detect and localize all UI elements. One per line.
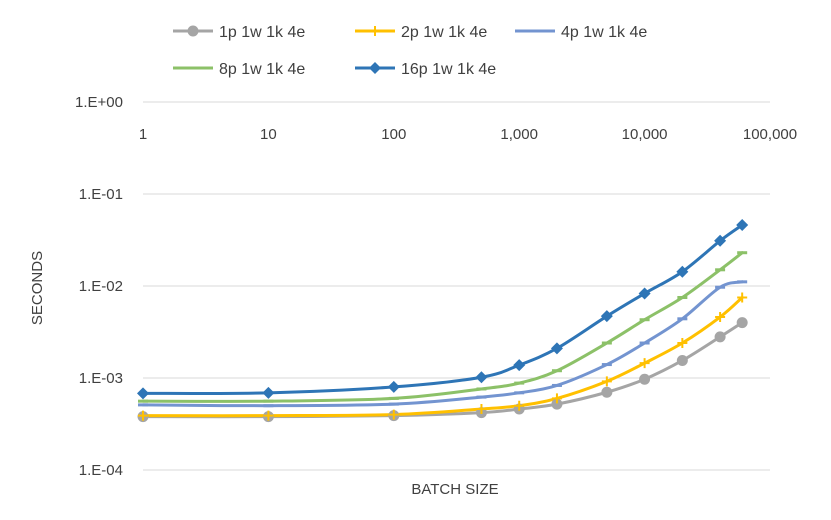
legend-item-4p-1w-1k-4e: 4p 1w 1k 4e	[515, 24, 647, 41]
marker-2p-1w-1k-4e-6	[601, 376, 612, 387]
marker-1p-1w-1k-4e-7	[639, 373, 651, 385]
marker-2p-1w-1k-4e-9	[715, 312, 726, 323]
x-tick-label-3: 1,000	[500, 126, 538, 143]
y-tick-label-0: 1.E+00	[75, 94, 123, 111]
marker-16p-1w-1k-4e-10	[736, 219, 749, 232]
y-axis-title: SECONDS	[29, 251, 46, 325]
legend: 1p 1w 1k 4e 2p 1w 1k 4e 4p 1w 1k 4e 8p 1w 1…	[173, 24, 647, 78]
marker-16p-1w-1k-4e-8	[676, 265, 689, 278]
series-line-8p-1w-1k-4e	[141, 251, 744, 403]
legend-label: 2p 1w 1k 4e	[401, 24, 487, 41]
series-markers	[137, 219, 749, 423]
legend-item-2p-1w-1k-4e: 2p 1w 1k 4e	[355, 24, 487, 41]
legend-swatch-marker	[187, 25, 199, 37]
marker-16p-1w-1k-4e-6	[600, 310, 613, 323]
legend-label: 1p 1w 1k 4e	[219, 24, 305, 41]
marker-16p-1w-1k-4e-7	[638, 287, 651, 300]
marker-16p-1w-1k-4e-9	[714, 234, 727, 247]
marker-16p-1w-1k-4e-5	[550, 342, 563, 355]
x-tick-label-5: 100,000	[743, 126, 797, 143]
marker-1p-1w-1k-4e-5	[551, 398, 563, 410]
x-axis-title: BATCH SIZE	[411, 481, 498, 498]
x-axis-tick-labels: 1 10 100 1,000 10,000 100,000	[139, 126, 797, 143]
legend-swatch-marker	[369, 62, 381, 74]
x-tick-label-2: 100	[381, 126, 406, 143]
marker-16p-1w-1k-4e-0	[137, 387, 149, 400]
legend-swatch-marker	[370, 26, 380, 36]
x-tick-label-1: 10	[260, 126, 277, 143]
legend-item-16p-1w-1k-4e: 16p 1w 1k 4e	[355, 61, 496, 78]
marker-16p-1w-1k-4e-4	[513, 359, 526, 372]
x-tick-label-4: 10,000	[622, 126, 668, 143]
series-line-4p-1w-1k-4e	[141, 280, 744, 408]
marker-2p-1w-1k-4e-1	[263, 410, 274, 421]
marker-1p-1w-1k-4e-9	[714, 331, 726, 343]
x-tick-label-0: 1	[139, 126, 147, 143]
marker-2p-1w-1k-4e-0	[138, 410, 148, 421]
series-line-2p-1w-1k-4e	[141, 295, 744, 418]
marker-2p-1w-1k-4e-2	[388, 409, 399, 420]
marker-16p-1w-1k-4e-1	[262, 386, 275, 399]
legend-item-1p-1w-1k-4e: 1p 1w 1k 4e	[173, 24, 305, 41]
marker-1p-1w-1k-4e-6	[601, 386, 613, 398]
y-tick-label-1: 1.E-01	[79, 186, 123, 203]
legend-item-8p-1w-1k-4e: 8p 1w 1k 4e	[173, 61, 305, 78]
legend-label: 8p 1w 1k 4e	[219, 61, 305, 78]
legend-label: 16p 1w 1k 4e	[401, 61, 496, 78]
marker-2p-1w-1k-4e-4	[514, 400, 525, 411]
marker-2p-1w-1k-4e-5	[551, 393, 562, 404]
y-axis-tick-labels: 1.E+00 1.E-01 1.E-02 1.E-03 1.E-04	[75, 94, 123, 479]
y-tick-label-2: 1.E-02	[79, 278, 123, 295]
marker-2p-1w-1k-4e-10	[737, 292, 748, 303]
marker-1p-1w-1k-4e-10	[736, 317, 748, 329]
marker-16p-1w-1k-4e-3	[475, 371, 488, 384]
marker-2p-1w-1k-4e-8	[677, 338, 688, 349]
y-tick-label-4: 1.E-04	[79, 462, 123, 479]
marker-2p-1w-1k-4e-7	[639, 358, 650, 369]
legend-label: 4p 1w 1k 4e	[561, 24, 647, 41]
marker-16p-1w-1k-4e-2	[387, 380, 400, 393]
marker-1p-1w-1k-4e-8	[676, 354, 688, 366]
y-tick-label-3: 1.E-03	[79, 370, 123, 387]
marker-2p-1w-1k-4e-3	[476, 404, 487, 415]
gridlines	[143, 101, 770, 471]
